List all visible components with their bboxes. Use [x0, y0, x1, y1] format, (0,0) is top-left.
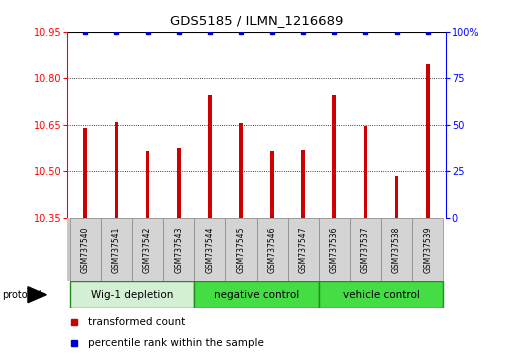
Text: transformed count: transformed count: [88, 317, 185, 327]
Text: vehicle control: vehicle control: [343, 290, 420, 300]
Text: GSM737539: GSM737539: [423, 226, 432, 273]
Bar: [194, 281, 319, 308]
Bar: [239, 123, 243, 218]
Bar: [208, 95, 212, 218]
Text: GSM737547: GSM737547: [299, 226, 308, 273]
Bar: [84, 128, 87, 218]
Bar: [194, 218, 225, 281]
Bar: [163, 218, 194, 281]
Polygon shape: [28, 287, 46, 303]
Text: GSM737536: GSM737536: [330, 226, 339, 273]
Bar: [114, 122, 119, 218]
Bar: [101, 218, 132, 281]
Bar: [256, 218, 288, 281]
Bar: [364, 126, 367, 218]
Text: GSM737544: GSM737544: [205, 226, 214, 273]
Bar: [146, 151, 149, 218]
Text: negative control: negative control: [214, 290, 299, 300]
Text: GSM737540: GSM737540: [81, 226, 90, 273]
Text: GSM737537: GSM737537: [361, 226, 370, 273]
Bar: [381, 218, 412, 281]
Bar: [70, 218, 101, 281]
Text: GSM737538: GSM737538: [392, 226, 401, 273]
Bar: [332, 95, 336, 218]
Bar: [70, 281, 194, 308]
Bar: [270, 151, 274, 218]
Text: GDS5185 / ILMN_1216689: GDS5185 / ILMN_1216689: [170, 14, 343, 27]
Bar: [319, 218, 350, 281]
Text: GSM737546: GSM737546: [268, 226, 277, 273]
Text: GSM737541: GSM737541: [112, 226, 121, 273]
Bar: [288, 218, 319, 281]
Text: GSM737543: GSM737543: [174, 226, 183, 273]
Text: Wig-1 depletion: Wig-1 depletion: [91, 290, 173, 300]
Bar: [394, 176, 399, 218]
Bar: [426, 64, 429, 218]
Bar: [412, 218, 443, 281]
Bar: [177, 148, 181, 218]
Text: GSM737545: GSM737545: [236, 226, 245, 273]
Bar: [350, 218, 381, 281]
Text: protocol: protocol: [3, 290, 42, 300]
Bar: [225, 218, 256, 281]
Text: GSM737542: GSM737542: [143, 226, 152, 273]
Bar: [301, 149, 305, 218]
Text: percentile rank within the sample: percentile rank within the sample: [88, 338, 264, 348]
Bar: [319, 281, 443, 308]
Bar: [132, 218, 163, 281]
